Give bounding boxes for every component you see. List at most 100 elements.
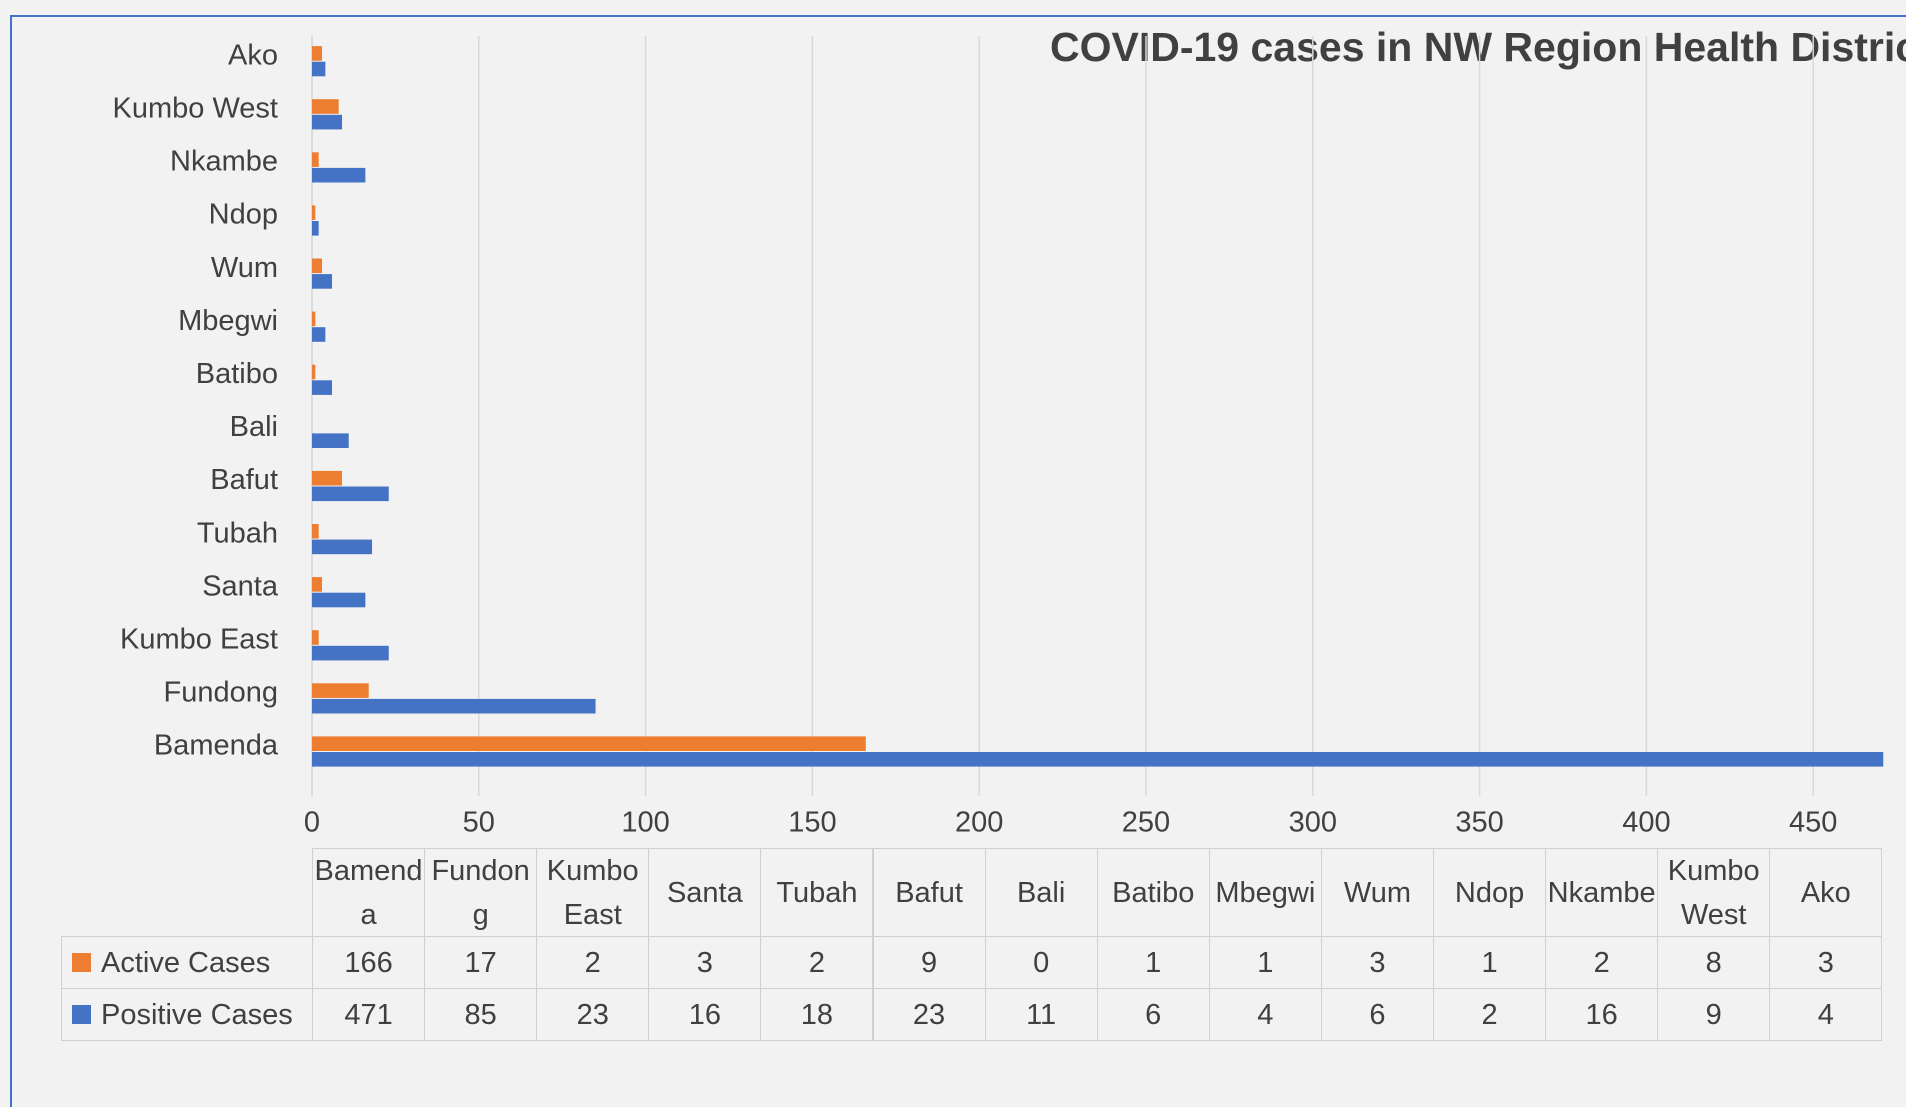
table-value: 1 — [1096, 936, 1210, 989]
y-tick-label: Kumbo East — [120, 623, 278, 655]
table-value: 2 — [1545, 936, 1659, 989]
x-tick-label: 450 — [1789, 807, 1837, 839]
bar — [312, 274, 333, 289]
table-header: Ndop — [1433, 848, 1547, 937]
bar — [312, 592, 366, 608]
bar — [312, 630, 319, 645]
x-tick-label: 50 — [463, 807, 495, 839]
table-row-label: Positive Cases — [61, 988, 313, 1041]
table-value: 1 — [1433, 936, 1547, 989]
bar — [312, 258, 323, 274]
x-tick-label: 100 — [621, 807, 669, 839]
table-value: 23 — [872, 988, 986, 1041]
table-value: 16 — [1545, 988, 1659, 1041]
table-header: Kumbo West — [1657, 848, 1771, 937]
y-tick-label: Bali — [230, 411, 278, 443]
table-header: Santa — [648, 848, 762, 937]
legend-swatch — [72, 1005, 91, 1024]
bar — [312, 152, 319, 167]
y-tick-label: Kumbo West — [113, 92, 278, 124]
bar — [312, 167, 366, 183]
y-tick-label: Batibo — [196, 358, 278, 390]
chart-title: COVID-19 cases in NW Region Health Distr… — [1050, 24, 1906, 70]
bar — [312, 470, 343, 486]
bar — [312, 433, 349, 448]
y-tick-label: Mbegwi — [178, 305, 278, 337]
bar — [312, 683, 369, 698]
bar — [312, 221, 319, 236]
table-row-label: Active Cases — [61, 936, 313, 989]
y-tick-label: Santa — [202, 570, 279, 602]
table-header: Batibo — [1096, 848, 1210, 937]
table-value: 6 — [1320, 988, 1434, 1041]
legend-swatch — [72, 953, 91, 972]
bar — [312, 61, 326, 77]
table-value: 0 — [984, 936, 1098, 989]
table-header: Wum — [1320, 848, 1434, 937]
x-tick-label: 150 — [788, 807, 836, 839]
table-value: 17 — [424, 936, 538, 989]
table-value: 16 — [648, 988, 762, 1041]
table-value: 8 — [1657, 936, 1771, 989]
bar — [312, 327, 326, 342]
table-value: 2 — [536, 936, 650, 989]
legend-label: Active Cases — [101, 946, 271, 979]
x-tick-label: 350 — [1455, 807, 1503, 839]
table-header: Mbegwi — [1208, 848, 1322, 937]
table-header: Bamenda — [312, 848, 426, 937]
table-header: Bafut — [872, 848, 986, 937]
y-tick-label: Nkambe — [170, 146, 278, 178]
y-tick-label: Fundong — [164, 677, 279, 709]
table-value: 4 — [1208, 988, 1322, 1041]
table-value: 2 — [1433, 988, 1547, 1041]
table-header: Kumbo East — [536, 848, 650, 937]
bar — [312, 364, 316, 380]
bar — [312, 539, 373, 555]
table-value: 85 — [424, 988, 538, 1041]
bar — [312, 524, 319, 539]
table-header: Ako — [1769, 848, 1883, 937]
y-tick-label: Wum — [211, 252, 278, 284]
x-tick-label: 0 — [304, 807, 320, 839]
table-value: 4 — [1769, 988, 1883, 1041]
y-tick-label: Bafut — [210, 464, 278, 496]
table-header: Nkambe — [1545, 848, 1659, 937]
table-value: 3 — [1320, 936, 1434, 989]
bar — [312, 99, 339, 114]
chart-frame — [10, 15, 1906, 1107]
bar — [312, 46, 323, 61]
bar — [312, 577, 323, 592]
y-tick-label: Bamenda — [154, 730, 279, 762]
table-value: 2 — [760, 936, 874, 989]
x-tick-label: 300 — [1289, 807, 1337, 839]
table-header: Fundong — [424, 848, 538, 937]
table-header: Tubah — [760, 848, 874, 937]
bar — [312, 380, 333, 395]
x-tick-label: 200 — [955, 807, 1003, 839]
table-value: 166 — [312, 936, 426, 989]
bar — [312, 114, 343, 130]
table-value: 9 — [1657, 988, 1771, 1041]
bar — [312, 698, 596, 714]
table-value: 3 — [1769, 936, 1883, 989]
table-value: 9 — [872, 936, 986, 989]
table-value: 471 — [312, 988, 426, 1041]
table-value: 18 — [760, 988, 874, 1041]
legend-label: Positive Cases — [101, 998, 293, 1031]
bar — [312, 205, 316, 220]
bar — [312, 645, 389, 661]
bar — [312, 752, 1884, 767]
table-header: Bali — [984, 848, 1098, 937]
x-tick-label: 250 — [1122, 807, 1170, 839]
y-tick-label: Tubah — [197, 517, 278, 549]
table-value: 1 — [1208, 936, 1322, 989]
bar — [312, 736, 866, 751]
table-value: 11 — [984, 988, 1098, 1041]
bar — [312, 486, 389, 502]
table-value: 6 — [1096, 988, 1210, 1041]
bar — [312, 311, 316, 327]
y-tick-label: Ndop — [209, 199, 278, 231]
x-tick-label: 400 — [1622, 807, 1670, 839]
